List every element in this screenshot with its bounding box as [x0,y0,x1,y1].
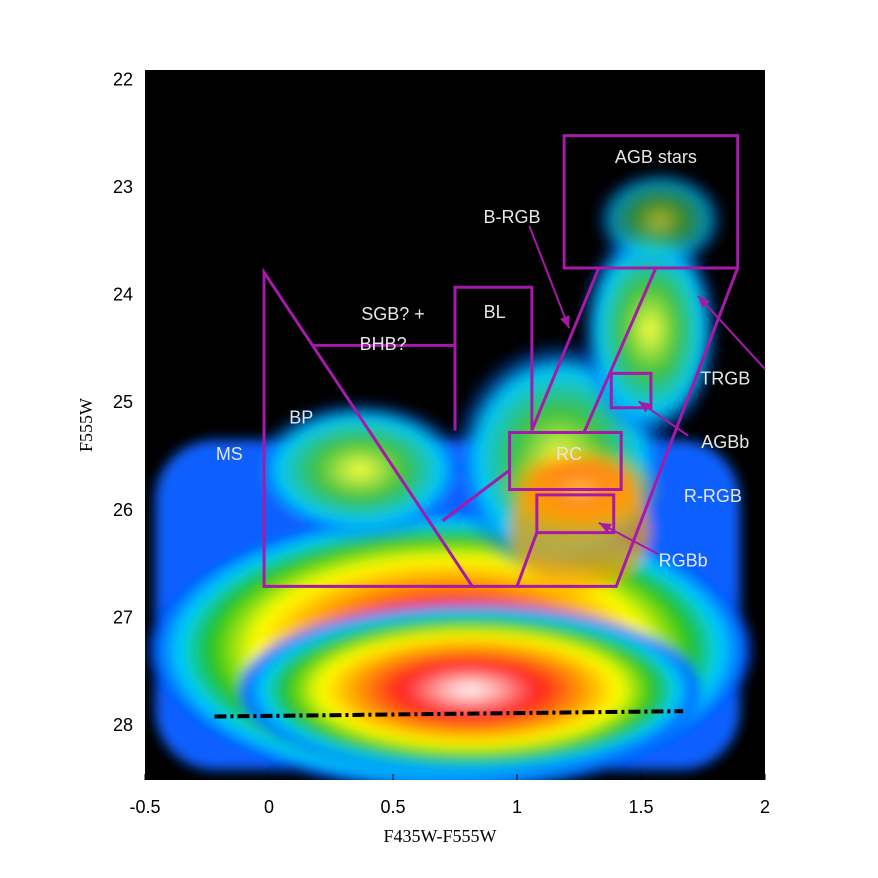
region-outline [441,468,511,522]
region-outline [262,267,476,588]
region-label: B-RGB [484,207,541,227]
arrow-head [698,295,710,309]
region-outline [530,267,601,431]
density-rgbb [510,470,650,590]
y-tick-label: 27 [113,607,133,627]
region-label: MS [216,444,243,464]
x-axis-label: F435W-F555W [383,826,496,846]
region-label: BL [484,302,506,322]
density-upper-rgb [580,220,720,440]
region-label: SGB? + [361,304,425,324]
completeness-line [214,709,684,719]
region-label: BHB? [360,334,407,354]
region-label: RGBb [659,550,708,570]
y-tick-label: 25 [113,392,133,412]
region-outline [515,532,539,587]
x-tick-label: 2 [760,797,770,817]
region-outline [453,285,534,431]
region-label: R-RGB [684,486,742,506]
arrow-shaft [697,295,766,370]
region-label: AGB stars [615,147,697,167]
density-peak [240,605,700,775]
density-blue [250,400,470,540]
arrow-shaft [528,225,571,329]
arrow-head [560,315,570,329]
y-tick-label: 24 [113,285,133,305]
region-label: RC [556,444,582,464]
arrow-head [598,522,612,533]
y-axis-label: F555W [76,398,96,452]
region-outline [582,267,658,434]
x-tick-label: 1.5 [628,797,653,817]
region-label: TRGB [700,369,750,389]
y-tick-label: 26 [113,500,133,520]
x-tick-label: 1 [512,797,522,817]
x-tick-label: 0.5 [380,797,405,817]
y-tick-label: 28 [113,715,133,735]
region-label: BP [289,407,313,427]
region-outline [609,371,653,410]
region-outline [472,267,740,588]
y-tick-label: 23 [113,177,133,197]
density-agb [595,170,725,270]
x-tick-label: 0 [264,797,274,817]
region-label: AGBb [701,432,749,452]
y-tick-label: 22 [113,70,133,90]
arrow-head [638,401,652,413]
x-tick-label: -0.5 [129,797,160,817]
region-outline [535,493,616,535]
